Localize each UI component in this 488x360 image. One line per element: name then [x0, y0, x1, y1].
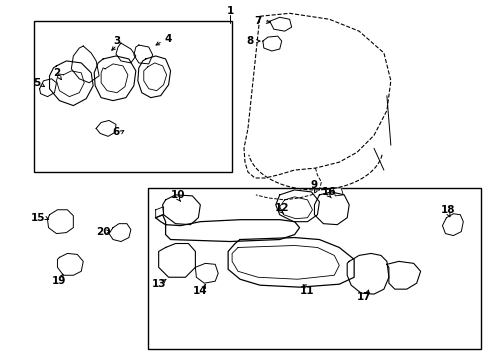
Text: 12: 12 — [274, 203, 288, 213]
Bar — [34, 21, 232, 172]
Bar — [147, 188, 480, 349]
Text: 6: 6 — [112, 127, 120, 138]
Text: 19: 19 — [52, 276, 66, 286]
Polygon shape — [155, 207, 163, 218]
Polygon shape — [333, 188, 343, 196]
Polygon shape — [71, 46, 99, 83]
Text: 8: 8 — [246, 36, 253, 46]
Text: 15: 15 — [30, 213, 45, 223]
Text: 3: 3 — [113, 36, 121, 46]
Text: 13: 13 — [151, 279, 165, 289]
Text: 18: 18 — [440, 205, 455, 215]
Polygon shape — [158, 243, 195, 277]
Polygon shape — [47, 210, 73, 234]
Polygon shape — [163, 195, 200, 225]
Text: 4: 4 — [164, 34, 172, 44]
Polygon shape — [57, 253, 83, 275]
Text: 16: 16 — [322, 187, 336, 197]
Text: 10: 10 — [171, 190, 185, 200]
Polygon shape — [346, 253, 388, 294]
Text: 14: 14 — [193, 286, 207, 296]
Polygon shape — [96, 121, 116, 136]
Polygon shape — [134, 45, 152, 64]
Polygon shape — [116, 43, 136, 63]
Polygon shape — [109, 224, 131, 242]
Polygon shape — [269, 17, 291, 31]
Polygon shape — [314, 192, 348, 225]
Polygon shape — [155, 215, 299, 242]
Text: 9: 9 — [310, 180, 317, 190]
Polygon shape — [49, 61, 93, 105]
Polygon shape — [228, 238, 353, 287]
Polygon shape — [138, 56, 170, 98]
Polygon shape — [386, 261, 420, 289]
Polygon shape — [94, 56, 136, 100]
Text: 20: 20 — [96, 226, 110, 237]
Text: 1: 1 — [226, 6, 233, 16]
Text: 7: 7 — [254, 16, 261, 26]
Polygon shape — [442, 214, 462, 235]
Polygon shape — [40, 79, 56, 96]
Polygon shape — [263, 36, 281, 51]
Text: 5: 5 — [33, 78, 40, 88]
Text: 2: 2 — [53, 68, 60, 78]
Polygon shape — [275, 190, 319, 222]
Polygon shape — [195, 264, 218, 283]
Text: 11: 11 — [300, 286, 314, 296]
Text: 17: 17 — [356, 292, 370, 302]
